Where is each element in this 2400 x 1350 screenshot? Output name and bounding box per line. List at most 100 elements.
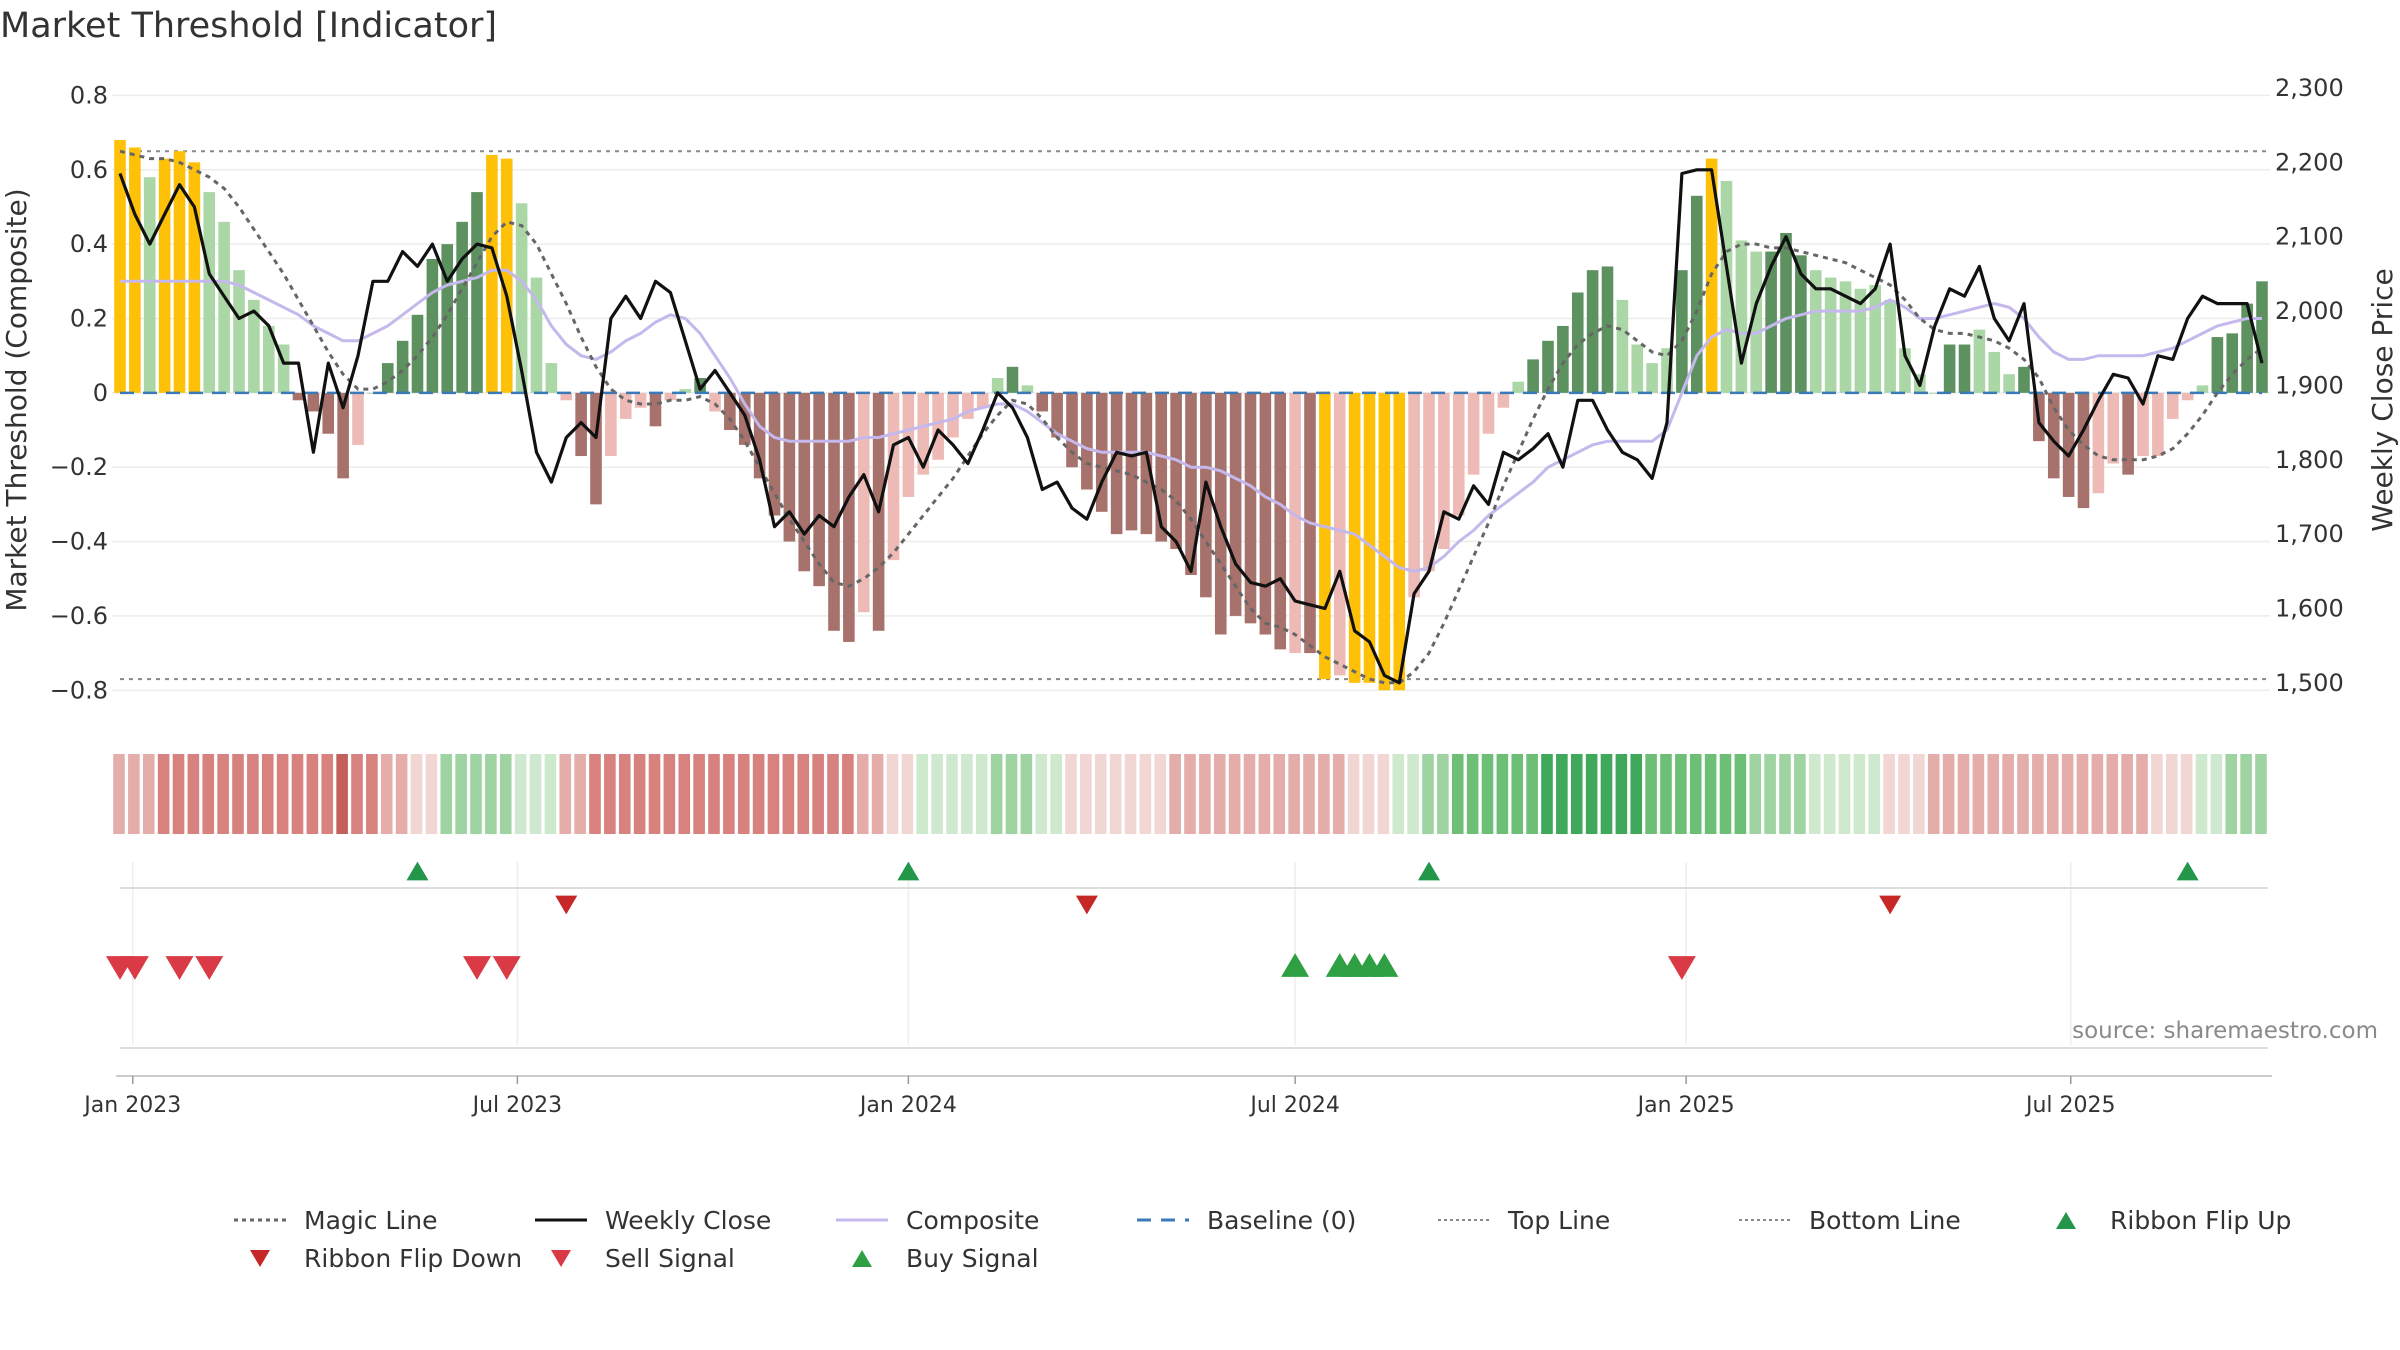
ribbon-cell (499, 754, 512, 834)
ribbon-cell (1764, 754, 1776, 834)
composite-bar (1125, 392, 1138, 531)
sell-signal-marker (492, 956, 521, 980)
ribbon-cell (321, 754, 334, 834)
composite-bar (1259, 392, 1272, 635)
y-tick-right: 1,600 (2275, 594, 2344, 622)
ribbon-cell (1570, 754, 1583, 834)
ribbon-cell (1437, 754, 1449, 834)
ribbon-cell (1868, 754, 1881, 834)
ribbon-cell (1362, 754, 1375, 834)
gridlines (112, 94, 2272, 1077)
ribbon-cell (1927, 754, 1940, 834)
ribbon-cell (1496, 754, 1509, 834)
composite-bar (1244, 392, 1257, 624)
ribbon-cell (1451, 754, 1464, 834)
ribbon-cell (1065, 754, 1077, 834)
composite-bar (1274, 392, 1287, 650)
composite-bar (1363, 392, 1376, 683)
composite-bar (143, 177, 156, 393)
ribbon-cell (1109, 754, 1122, 834)
ribbon-flip-down-marker (555, 895, 578, 915)
composite-bar (1066, 392, 1078, 468)
legend-item-bottom: Bottom Line (1735, 1205, 2036, 1235)
ribbon-cell (1050, 754, 1062, 834)
ribbon-cell (1615, 754, 1628, 834)
ribbon-cell (1303, 754, 1315, 834)
solid-line-icon (836, 1218, 888, 1222)
composite-bar (1661, 348, 1673, 393)
composite-bar (2181, 392, 2194, 401)
composite-bar (634, 392, 647, 408)
composite-bar (962, 392, 974, 419)
composite-bar (887, 392, 900, 561)
ribbon-cell (1749, 754, 1762, 834)
composite-bar (1884, 299, 1896, 393)
ribbon-cell (261, 754, 274, 834)
composite-bar (590, 392, 602, 505)
composite-bar (1452, 392, 1465, 516)
composite-bar (1155, 392, 1168, 542)
ribbon-cell (1481, 754, 1494, 834)
composite-bar (1601, 266, 1614, 393)
composite-bar (1854, 288, 1867, 393)
composite-bar (2062, 392, 2075, 497)
composite-bar (2077, 392, 2090, 509)
composite-bar (1958, 344, 1971, 393)
ribbon-cell (544, 754, 557, 834)
ribbon-cell (380, 754, 393, 834)
ribbon-cell (2106, 754, 2119, 834)
ribbon-cell (1823, 754, 1836, 834)
ribbon-cell (2255, 754, 2267, 834)
composite-bar (515, 203, 528, 393)
ribbon-cell (1273, 754, 1286, 834)
magic-line (119, 149, 2263, 685)
sell-signal-marker (463, 956, 491, 980)
composite-bar (2092, 392, 2105, 494)
ribbon-cell (1228, 754, 1241, 834)
ribbon-cell (2032, 754, 2044, 834)
ribbon-flip-down-marker (1879, 895, 1902, 915)
ribbon-cell (1332, 754, 1345, 834)
ribbon-cell (1883, 754, 1895, 834)
ribbon-cell (1288, 754, 1300, 834)
ribbon-cell (767, 754, 780, 834)
y-tick-right: 2,000 (2275, 297, 2344, 325)
ribbon-cell (842, 754, 854, 834)
ribbon-cell (1675, 754, 1687, 834)
ribbon-cell (2061, 754, 2074, 834)
composite-bar (500, 158, 513, 393)
signal-markers (106, 861, 2199, 980)
composite-bar (649, 392, 662, 427)
composite-bar (2152, 392, 2164, 457)
composite-bar (1765, 251, 1777, 393)
composite-bar (158, 158, 171, 393)
composite-bar (1616, 299, 1629, 393)
ribbon-cell (2076, 754, 2089, 834)
ribbon-cell (1124, 754, 1137, 834)
composite-bar (664, 392, 677, 401)
legend-label: Buy Signal (906, 1243, 1039, 1273)
ribbon-cell (1526, 754, 1538, 834)
composite-bar (277, 344, 290, 393)
composite-bar (813, 392, 825, 587)
y-tick-left: 0.6 (70, 156, 108, 184)
ribbon-cell (1645, 754, 1657, 834)
composite-bar (679, 389, 692, 393)
composite-bar (1289, 392, 1301, 654)
composite-bar (471, 192, 483, 393)
composite-bar (932, 392, 944, 460)
ribbon-cell (737, 754, 750, 834)
ribbon-cell (172, 754, 185, 834)
solid-line-icon (535, 1218, 587, 1222)
legend-item-top: Top Line (1434, 1205, 1735, 1235)
legend-label: Ribbon Flip Down (304, 1243, 523, 1273)
composite-bar (1824, 277, 1837, 393)
weekly-close-line (118, 168, 2264, 685)
ribbon-cell (1972, 754, 1985, 834)
composite-bar (1467, 392, 1480, 475)
composite-bar (1869, 285, 1882, 393)
composite-bar (1423, 392, 1435, 572)
composite-bar (976, 392, 989, 408)
composite-bar (545, 363, 558, 393)
ribbon-cell (2151, 754, 2163, 834)
